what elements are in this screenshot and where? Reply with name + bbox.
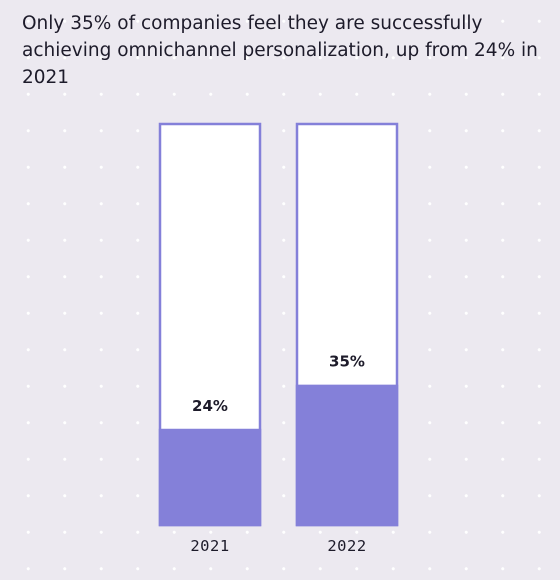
chart-title: Only 35% of companies feel they are succ… [22, 13, 538, 88]
bar-2021 [158, 428, 262, 527]
data-label-2021: 24% [192, 397, 228, 415]
data-label-2022: 35% [329, 353, 365, 371]
x-tick-label-2021: 2021 [190, 537, 229, 555]
bar-2022 [295, 384, 399, 527]
x-tick-label-2022: 2022 [327, 537, 366, 555]
